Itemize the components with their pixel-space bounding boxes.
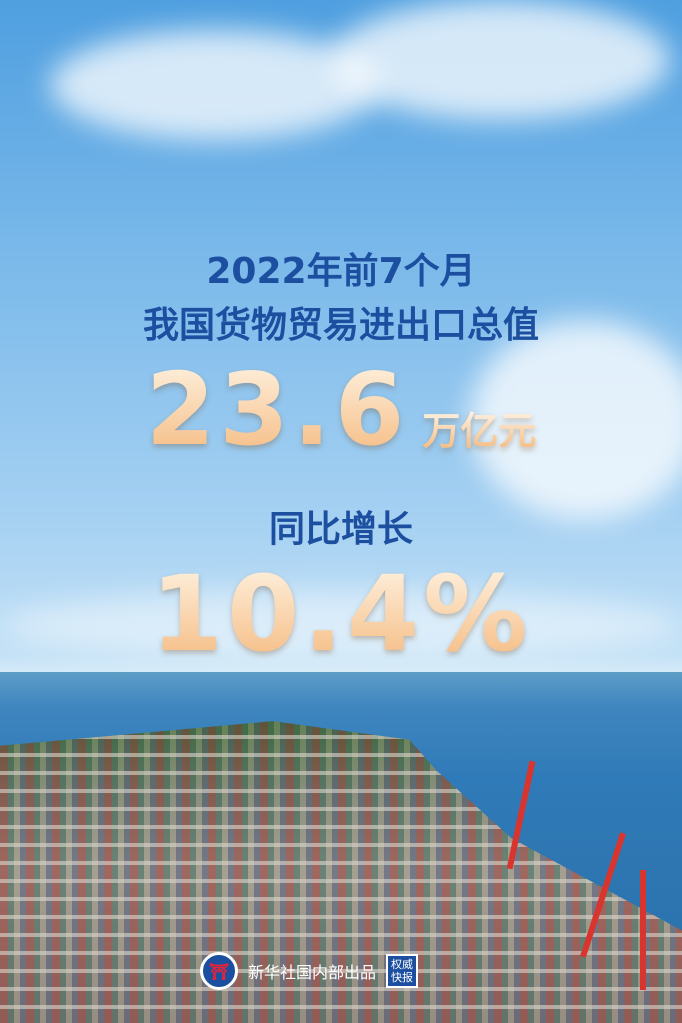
cloud — [0, 590, 682, 660]
footer: ⛩ 新华社国内部出品 权威快报 — [200, 952, 419, 990]
cloud — [50, 30, 380, 140]
growth-value: 10.4% — [0, 555, 682, 673]
total-unit: 万亿元 — [422, 409, 537, 453]
publisher-text: 新华社国内部出品 — [248, 963, 377, 982]
crane — [640, 870, 646, 990]
total-row: 23.6 万亿元 — [0, 352, 682, 468]
stamp-badge: 权威快报 — [386, 954, 419, 988]
cloud — [330, 0, 670, 120]
growth-label: 同比增长 — [268, 509, 413, 550]
cloud — [470, 320, 682, 520]
total-value: 23.6 — [145, 351, 409, 468]
headline-line2: 我国货物贸易进出口总值 — [142, 305, 539, 346]
xinhua-logo-icon: ⛩ — [200, 952, 238, 990]
headline-line1: 2022年前7个月 — [206, 251, 476, 292]
